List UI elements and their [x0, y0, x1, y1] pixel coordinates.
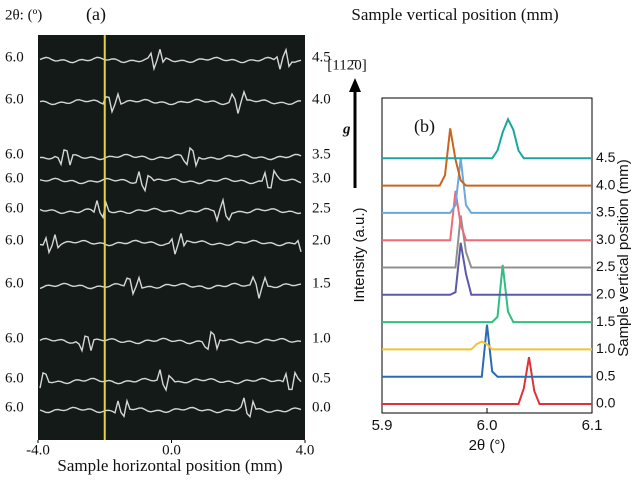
series-label: 1.0: [596, 340, 616, 356]
intensity-trace: [39, 233, 302, 255]
x-tick-label: -4.0: [26, 442, 50, 458]
intensity-trace: [39, 369, 302, 393]
row-left-label: 6.0: [5, 232, 24, 248]
series-line: [382, 340, 592, 351]
chart-title: Sample vertical position (mm): [351, 5, 558, 24]
series-line: [382, 215, 592, 269]
row-left-label: 6.0: [5, 399, 24, 415]
series-line: [382, 357, 592, 405]
x-tick-label: 0.0: [162, 442, 181, 458]
series-label: 2.0: [596, 286, 616, 302]
vector-label: g: [342, 121, 351, 137]
intensity-trace: [39, 146, 302, 169]
intensity-trace: [39, 330, 302, 353]
plot-frame: [381, 97, 593, 414]
row-right-label: 4.0: [312, 91, 331, 107]
series-line: [382, 324, 592, 378]
x-label: 2θ (°): [469, 437, 506, 454]
row-left-label: 6.0: [5, 170, 24, 186]
y2-label: Sample vertical position (mm): [615, 159, 632, 357]
intensity-trace: [39, 47, 302, 72]
image-panel: [38, 35, 305, 440]
traces: [39, 47, 302, 419]
row-right-label: 1.5: [312, 275, 331, 291]
row-left-label: 6.0: [5, 275, 24, 291]
row-right-label: 2.5: [312, 200, 331, 216]
series-label: 0.5: [596, 367, 616, 383]
row-right-label: 3.0: [312, 170, 331, 186]
arrow-head: [349, 78, 361, 92]
series-line: [382, 242, 592, 296]
panel-label: (b): [414, 116, 435, 137]
x-label: Sample horizontal position (mm): [57, 456, 282, 475]
series-line: [382, 128, 592, 187]
row-left-label: 6.0: [5, 370, 24, 386]
series-label: 4.5: [596, 149, 616, 165]
row-left-label: 6.0: [5, 49, 24, 65]
row-right-label: 1.0: [312, 330, 331, 346]
x-tick-label: 5.9: [372, 417, 393, 434]
direction-label: [112̄0]: [327, 57, 366, 73]
series-label: 2.5: [596, 258, 616, 274]
row-right-label: 3.5: [312, 146, 331, 162]
row-right-label: 2.0: [312, 232, 331, 248]
row-left-label: 6.0: [5, 200, 24, 216]
y-label: 2θ: (º): [5, 7, 42, 23]
row-right-label: 0.0: [312, 399, 331, 415]
row-right-label: 4.5: [312, 49, 331, 65]
x-tick-label: 6.1: [582, 417, 603, 434]
x-tick-label: 4.0: [296, 442, 315, 458]
y-label: Intensity (a.u.): [351, 207, 368, 302]
row-left-label: 6.0: [5, 330, 24, 346]
row-left-label: 6.0: [5, 91, 24, 107]
series-label: 1.5: [596, 313, 616, 329]
intensity-trace: [39, 275, 302, 299]
intensity-trace: [39, 197, 302, 223]
series-label: 0.0: [596, 395, 616, 411]
series-label: 4.0: [596, 176, 616, 192]
series-label: 3.0: [596, 231, 616, 247]
series-line: [382, 158, 592, 214]
series-label: 3.5: [596, 204, 616, 220]
panel-label: (a): [86, 4, 106, 25]
row-left-label: 6.0: [5, 146, 24, 162]
intensity-trace: [39, 397, 302, 419]
row-right-label: 0.5: [312, 370, 331, 386]
series-line: [382, 190, 592, 242]
series-line: [382, 116, 592, 160]
intensity-trace: [39, 168, 302, 193]
x-tick-label: 6.0: [477, 417, 498, 434]
series-line: [382, 264, 592, 324]
intensity-trace: [39, 89, 302, 115]
